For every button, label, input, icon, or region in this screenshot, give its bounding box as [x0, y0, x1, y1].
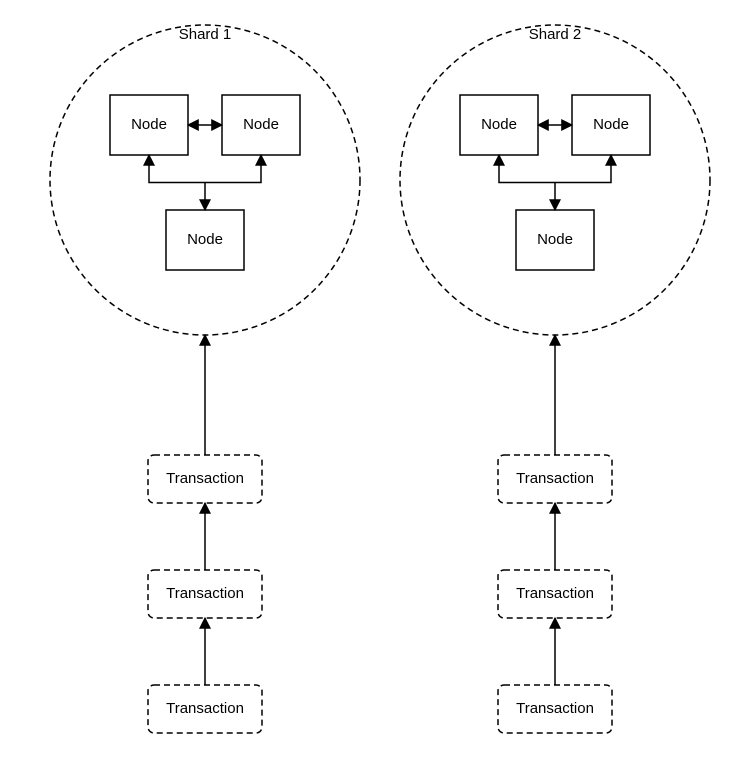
shard-diagram: Shard 1 Node Node Node Transaction Transactio…: [0, 0, 751, 769]
node-edge-right: [205, 155, 261, 183]
shard1: Shard 1 Node Node Node Transaction Transactio…: [50, 25, 360, 733]
transaction-label: Transaction: [516, 585, 594, 602]
transaction-label: Transaction: [166, 700, 244, 717]
node-label: Node: [243, 116, 279, 133]
transaction-label: Transaction: [516, 470, 594, 487]
shard-circle: [400, 25, 710, 335]
node-edge-left: [149, 155, 205, 183]
node-label: Node: [131, 116, 167, 133]
shard-label: Shard 2: [529, 26, 582, 43]
node-edge-right: [555, 155, 611, 183]
shard-circle: [50, 25, 360, 335]
node-label: Node: [593, 116, 629, 133]
node-label: Node: [537, 231, 573, 248]
node-edge-left: [499, 155, 555, 183]
transaction-label: Transaction: [166, 585, 244, 602]
transaction-label: Transaction: [516, 700, 594, 717]
node-label: Node: [481, 116, 517, 133]
shard2: Shard 2 Node Node Node Transaction Transactio…: [400, 25, 710, 733]
node-label: Node: [187, 231, 223, 248]
transaction-label: Transaction: [166, 470, 244, 487]
shard-label: Shard 1: [179, 26, 232, 43]
